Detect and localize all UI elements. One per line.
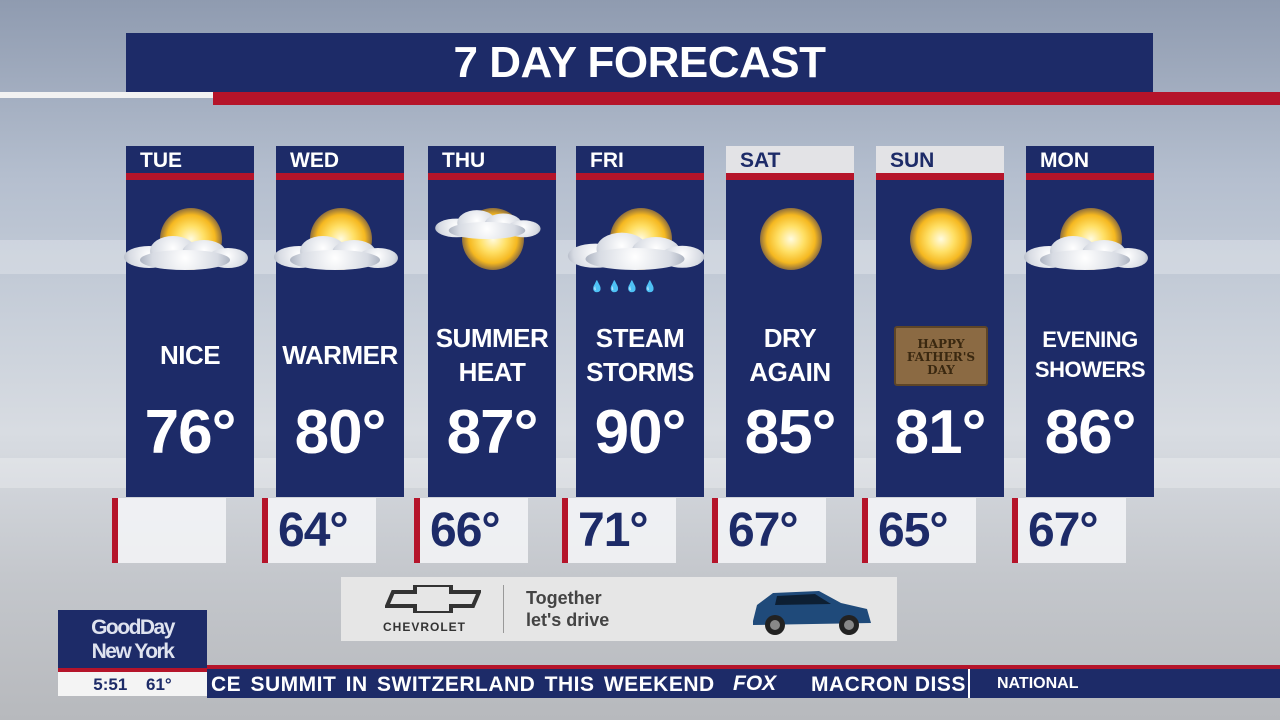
condition-text: STEAM STORMS — [586, 323, 694, 387]
day-label: FRI — [590, 149, 624, 172]
low-temp: 67° — [1012, 498, 1126, 563]
rain-drops-icon: 💧💧💧💧 — [590, 281, 661, 293]
day-label: SUN — [876, 146, 1004, 173]
forecast-day-fri: FRI 💧💧💧💧 STEAM STORMS 90° — [567, 146, 705, 497]
current-time: 5:51 — [93, 675, 128, 694]
fathers-day-badge: HAPPY FATHER'S DAY — [894, 326, 988, 386]
low-temp: 71° — [562, 498, 676, 563]
condition-text: EVENING SHOWERS — [1034, 327, 1146, 382]
car-image — [753, 591, 871, 635]
sun-icon — [910, 208, 972, 270]
forecast-day-sat: SAT DRY AGAIN 85° — [726, 146, 854, 497]
condition-text: DRY AGAIN — [749, 323, 831, 387]
divider — [213, 92, 1280, 105]
cloud-shape — [1020, 230, 1150, 270]
divider — [1026, 173, 1154, 180]
cloud-shape — [432, 205, 543, 239]
divider — [126, 173, 254, 180]
high-temp: 76° — [144, 398, 237, 467]
low-temp: 65° — [862, 498, 976, 563]
ticker-text: MACRON DISS — [811, 673, 966, 696]
ticker-text: CE SUMMIT IN SWITZERLAND THIS WEEKEND — [211, 673, 715, 696]
divider — [726, 173, 854, 180]
day-label: THU — [442, 149, 486, 172]
day-label: MON — [1040, 149, 1089, 172]
high-temp: 85° — [744, 398, 837, 467]
divider — [0, 92, 213, 98]
low-temp: 66° — [414, 498, 528, 563]
divider — [428, 173, 556, 180]
ad-tagline: Together — [526, 588, 602, 608]
divider — [58, 668, 207, 672]
fox-logo: FOX — [733, 672, 777, 695]
sun-behind-cloud-icon — [124, 180, 254, 320]
high-temp: 86° — [1044, 398, 1137, 467]
sun-with-small-cloud-icon — [428, 180, 556, 320]
cloud-shape — [564, 226, 707, 270]
show-logo-line: New York — [91, 640, 175, 663]
sun-behind-cloud-icon — [274, 180, 404, 320]
ad-tagline: let's drive — [526, 610, 610, 630]
high-temp: 87° — [446, 398, 539, 467]
chevrolet-ad[interactable]: CHEVROLET Together let's drive — [341, 577, 897, 641]
low-temp — [112, 498, 226, 563]
condition-text: NICE — [159, 340, 221, 370]
page-title: 7 DAY FORECAST — [126, 33, 1153, 92]
day-label: SAT — [726, 146, 854, 173]
news-ticker: CE SUMMIT IN SWITZERLAND THIS WEEKEND FO… — [207, 665, 1280, 698]
time-temp-bar: 5:51 61° — [58, 672, 207, 696]
forecast-day-mon: MON EVENING SHOWERS 86° — [1024, 146, 1154, 497]
current-temp: 61° — [146, 675, 172, 694]
sun-icon — [726, 180, 854, 320]
day-label: WED — [290, 149, 339, 172]
high-temp: 80° — [294, 398, 387, 467]
divider — [576, 173, 704, 180]
forecast-day-sun: SUN HAPPY FATHER'S DAY 81° — [876, 146, 1004, 497]
divider — [503, 585, 504, 633]
forecast-day-thu: THU SUMMER HEAT 87° — [428, 146, 556, 497]
divider — [276, 173, 404, 180]
show-logo: GoodDay New York — [58, 610, 207, 668]
low-temp: 64° — [262, 498, 376, 563]
condition-text: SUMMER HEAT — [435, 323, 549, 387]
divider — [876, 173, 1004, 180]
high-temp: 81° — [894, 398, 987, 467]
rain-cloud-sun-icon: 💧💧💧💧 — [567, 180, 705, 320]
cloud-shape — [270, 230, 400, 270]
high-temp: 90° — [594, 398, 687, 467]
condition-text: WARMER — [282, 340, 398, 370]
day-label: TUE — [140, 149, 182, 172]
fathers-day-toolbox-icon: HAPPY FATHER'S DAY — [876, 320, 1004, 390]
show-logo-line: GoodDay — [91, 616, 175, 639]
forecast-day-tue: TUE NICE 76° — [124, 146, 254, 497]
low-temp: 67° — [712, 498, 826, 563]
sun-icon — [760, 208, 822, 270]
forecast-day-wed: WED WARMER 80° — [274, 146, 404, 497]
cloud-shape — [120, 230, 250, 270]
sun-behind-cloud-icon — [1024, 180, 1154, 320]
ticker-category: NATIONAL — [997, 675, 1079, 692]
ad-brand: CHEVROLET — [383, 620, 467, 634]
chevrolet-bowtie-logo — [385, 585, 481, 613]
divider — [968, 669, 970, 698]
